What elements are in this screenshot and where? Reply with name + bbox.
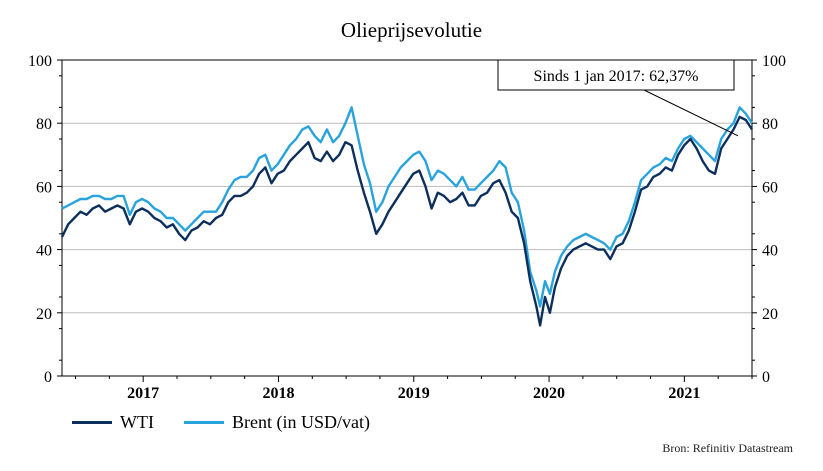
legend-swatch-brent xyxy=(183,421,224,424)
y-tick-left-20: 20 xyxy=(36,306,52,323)
annotation-box xyxy=(497,59,735,91)
chart-title: Olieprijsevolutie xyxy=(340,18,483,42)
series-line-wti xyxy=(60,115,754,327)
legend-item-wti: WTI xyxy=(72,412,154,433)
y-tick-right-0: 0 xyxy=(762,369,770,386)
y-tick-right-80: 80 xyxy=(762,116,778,133)
y-tick-right-100: 100 xyxy=(762,53,786,70)
x-year-label-2019: 2019 xyxy=(398,385,430,402)
y-tick-right-20: 20 xyxy=(762,306,778,323)
plot-frame xyxy=(61,59,753,377)
y-tick-left-60: 60 xyxy=(36,179,52,196)
legend-item-brent: Brent (in USD/vat) xyxy=(183,412,370,433)
source-note: Bron: Refinitiv Datastream xyxy=(662,441,793,455)
annotation-text: Sinds 1 jan 2017: 62,37% xyxy=(534,68,699,85)
y-tick-right-40: 40 xyxy=(762,243,778,260)
x-year-label-2021: 2021 xyxy=(668,385,700,402)
y-tick-right-60: 60 xyxy=(762,179,778,196)
series-line-brent xyxy=(61,106,754,308)
legend: WTI Brent (in USD/vat) xyxy=(72,412,400,433)
legend-label-brent: Brent (in USD/vat) xyxy=(231,412,370,432)
legend-label-wti: WTI xyxy=(120,412,154,432)
x-year-label-2020: 2020 xyxy=(533,385,565,402)
annotation-leader xyxy=(643,89,739,137)
x-year-label-2018: 2018 xyxy=(262,385,294,402)
legend-swatch-wti xyxy=(72,421,112,424)
y-tick-left-0: 0 xyxy=(44,369,52,386)
y-tick-left-40: 40 xyxy=(36,243,52,260)
y-tick-left-80: 80 xyxy=(36,116,52,133)
y-tick-left-100: 100 xyxy=(28,53,52,70)
x-year-label-2017: 2017 xyxy=(127,385,159,402)
